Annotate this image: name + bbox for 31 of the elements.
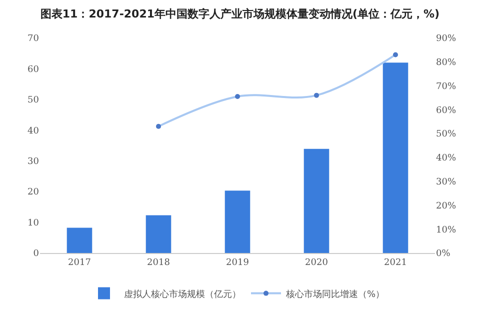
y2-tick-label: 10% [436, 225, 456, 236]
y-tick-label: 50 [28, 96, 40, 106]
y2-tick-label: 20% [436, 201, 456, 212]
y-tick-label: 60 [28, 64, 40, 75]
y-tick-label: 70 [28, 34, 40, 44]
y2-tick-label: 60% [436, 106, 456, 116]
x-tick-label: 2020 [305, 258, 328, 268]
bar [382, 62, 408, 253]
legend-label: 核心市场同比增速（%） [285, 288, 385, 300]
chart-title: 图表11：2017-2021年中国数字人产业市场规模体量变动情况(单位：亿元，%) [40, 7, 440, 20]
y2-tick-label: 40% [436, 154, 456, 164]
y2-tick-label: 50% [436, 130, 456, 140]
y-tick-label: 0 [33, 249, 40, 260]
y2-tick-label: 70% [436, 82, 456, 92]
x-tick-label: 2021 [384, 258, 407, 268]
y2-tick-label: 80% [436, 58, 456, 68]
y-tick-label: 40 [28, 126, 40, 136]
x-tick-label: 2018 [147, 258, 170, 268]
x-tick-label: 2017 [68, 258, 92, 268]
bar [304, 148, 330, 253]
y-tick-label: 10 [28, 218, 40, 228]
bar [146, 215, 172, 253]
y2-tick-label: 0% [436, 249, 451, 260]
legend-label: 虚拟人核心市场规模（亿元） [124, 288, 241, 300]
bar [66, 228, 92, 253]
bar [224, 190, 250, 253]
y2-tick-label: 30% [436, 177, 456, 188]
y-tick-label: 20 [28, 188, 40, 198]
x-tick-label: 2019 [226, 258, 250, 268]
y-tick-label: 30 [28, 157, 40, 168]
y2-tick-label: 90% [436, 34, 456, 44]
